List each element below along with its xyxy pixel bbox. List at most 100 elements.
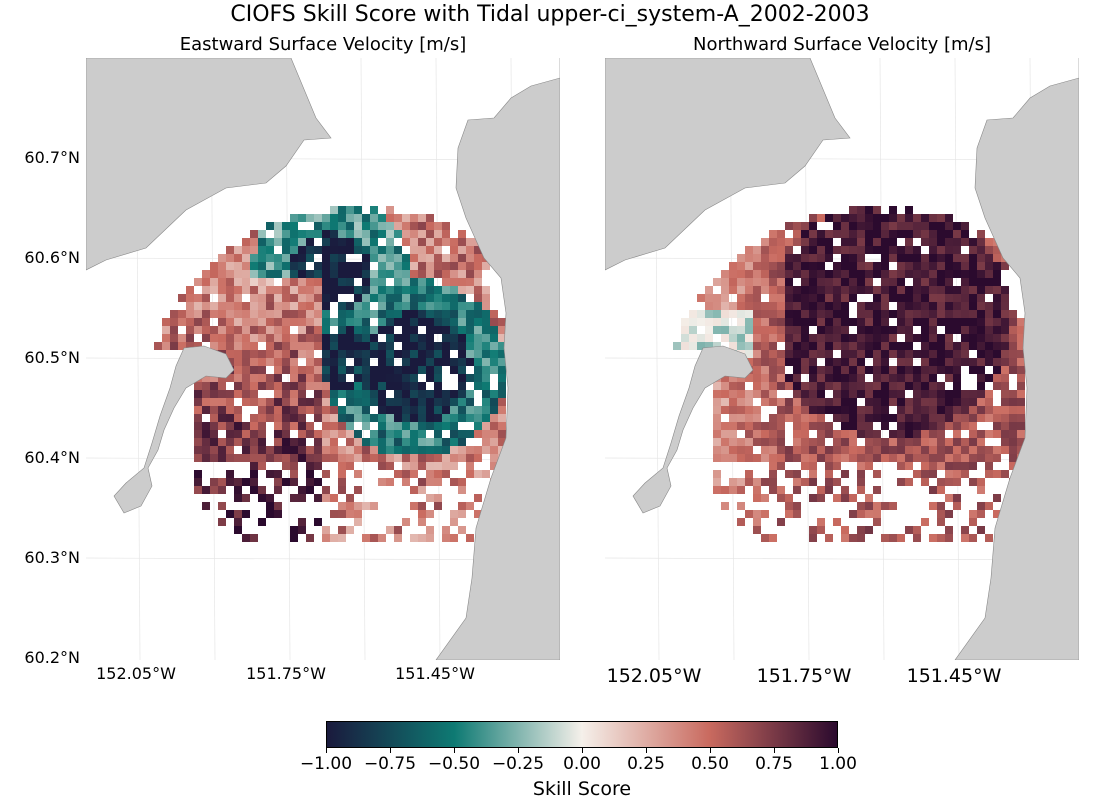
right-panel-title: Northward Surface Velocity [m/s] <box>693 34 991 55</box>
skill-cell <box>849 230 857 238</box>
skill-cell <box>426 238 434 246</box>
skill-cell <box>849 390 857 398</box>
skill-cell <box>753 390 761 398</box>
skill-cell <box>346 310 354 318</box>
skill-cell <box>338 262 346 270</box>
skill-cell <box>482 310 490 318</box>
skill-cell <box>474 350 482 358</box>
skill-cell <box>985 446 993 454</box>
skill-cell <box>442 302 450 310</box>
skill-cell <box>458 254 466 262</box>
skill-cell <box>937 230 945 238</box>
skill-cell <box>426 230 434 238</box>
skill-cell <box>418 334 426 342</box>
skill-cell <box>945 462 953 470</box>
skill-cell <box>961 534 969 542</box>
skill-cell <box>426 478 434 486</box>
skill-cell <box>945 302 953 310</box>
skill-cell <box>945 422 953 430</box>
skill-cell <box>753 374 761 382</box>
skill-cell <box>274 254 282 262</box>
skill-cell <box>218 334 226 342</box>
skill-cell <box>394 446 402 454</box>
skill-cell <box>769 334 777 342</box>
skill-cell <box>745 470 753 478</box>
skill-cell <box>945 366 953 374</box>
skill-cell <box>282 366 290 374</box>
skill-cell <box>258 430 266 438</box>
skill-cell <box>737 334 745 342</box>
skill-cell <box>1001 334 1009 342</box>
skill-cell <box>226 510 234 518</box>
skill-cell <box>857 430 865 438</box>
skill-cell <box>953 382 961 390</box>
skill-cell <box>889 438 897 446</box>
skill-cell <box>761 510 769 518</box>
skill-cell <box>466 326 474 334</box>
skill-cell <box>202 446 210 454</box>
skill-cell <box>218 254 226 262</box>
skill-cell <box>985 390 993 398</box>
skill-cell <box>713 454 721 462</box>
skill-cell <box>330 254 338 262</box>
skill-cell <box>290 374 298 382</box>
skill-cell <box>809 294 817 302</box>
skill-cell <box>418 518 426 526</box>
skill-cell <box>370 254 378 262</box>
skill-cell <box>330 534 338 542</box>
skill-cell <box>833 294 841 302</box>
skill-cell <box>729 390 737 398</box>
skill-cell <box>362 374 370 382</box>
skill-cell <box>338 334 346 342</box>
skill-cell <box>442 342 450 350</box>
skill-cell <box>809 302 817 310</box>
skill-cell <box>442 446 450 454</box>
skill-cell <box>274 350 282 358</box>
skill-cell <box>410 254 418 262</box>
skill-cell <box>298 230 306 238</box>
skill-cell <box>178 294 186 302</box>
skill-cell <box>969 246 977 254</box>
skill-cell <box>402 462 410 470</box>
skill-cell <box>897 302 905 310</box>
skill-cell <box>793 486 801 494</box>
skill-cell <box>785 302 793 310</box>
skill-cell <box>338 382 346 390</box>
skill-cell <box>274 310 282 318</box>
skill-cell <box>282 246 290 254</box>
skill-cell <box>378 214 386 222</box>
skill-cell <box>402 446 410 454</box>
skill-cell <box>386 366 394 374</box>
skill-cell <box>945 446 953 454</box>
skill-cell <box>354 302 362 310</box>
skill-cell <box>937 406 945 414</box>
skill-cell <box>953 462 961 470</box>
skill-cell <box>386 254 394 262</box>
skill-cell <box>817 382 825 390</box>
skill-cell <box>809 238 817 246</box>
skill-cell <box>689 310 697 318</box>
skill-cell <box>841 222 849 230</box>
skill-cell <box>985 334 993 342</box>
skill-cell <box>753 526 761 534</box>
skill-cell <box>889 502 897 510</box>
skill-cell <box>881 326 889 334</box>
skill-cell <box>410 438 418 446</box>
skill-cell <box>801 262 809 270</box>
skill-cell <box>833 334 841 342</box>
skill-cell <box>282 438 290 446</box>
skill-cell <box>977 326 985 334</box>
skill-cell <box>282 422 290 430</box>
skill-cell <box>897 254 905 262</box>
skill-cell <box>873 310 881 318</box>
skill-cell <box>306 430 314 438</box>
skill-cell <box>346 454 354 462</box>
skill-cell <box>314 342 322 350</box>
skill-cell <box>897 534 905 542</box>
skill-cell <box>402 302 410 310</box>
skill-cell <box>753 318 761 326</box>
skill-cell <box>793 414 801 422</box>
skill-cell <box>857 422 865 430</box>
skill-cell <box>817 246 825 254</box>
skill-cell <box>378 318 386 326</box>
